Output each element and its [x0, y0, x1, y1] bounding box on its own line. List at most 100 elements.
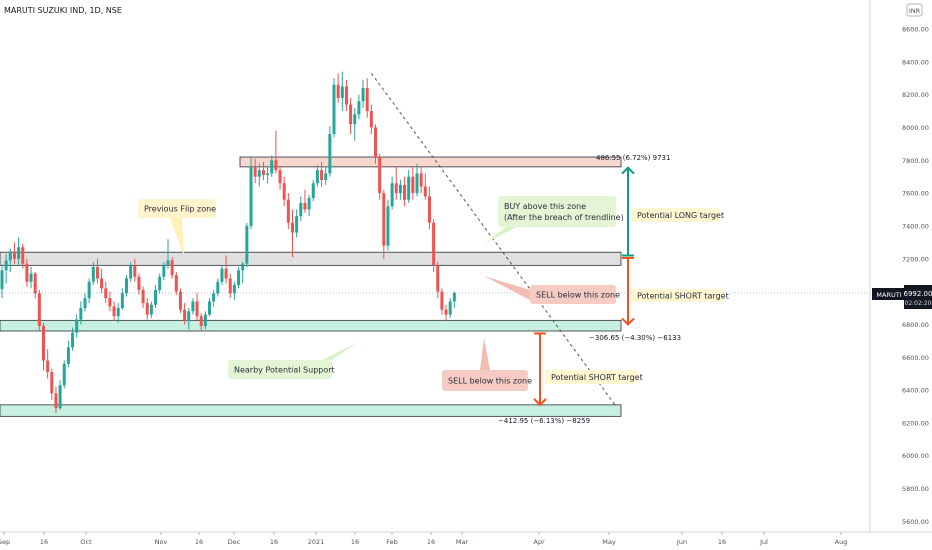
note-sell-below-2[interactable]: SELL below this zone [442, 338, 532, 391]
candle[interactable] [328, 125, 332, 177]
candle[interactable] [120, 288, 124, 310]
note-sell-below-1[interactable]: SELL below this zone [484, 276, 620, 304]
candle[interactable] [95, 258, 99, 284]
candle[interactable] [278, 166, 282, 190]
candle[interactable] [386, 199, 390, 251]
candle[interactable] [199, 312, 203, 331]
candle[interactable] [394, 166, 398, 200]
candle[interactable] [108, 291, 112, 312]
candle[interactable] [58, 380, 62, 410]
candle[interactable] [17, 237, 21, 266]
candle[interactable] [33, 271, 37, 299]
candle[interactable] [299, 196, 303, 222]
label-potential-long-target[interactable]: Potential LONG target [631, 208, 724, 222]
candle[interactable] [320, 161, 324, 187]
note-buy-above[interactable]: BUY above this zone (After the breach of … [484, 196, 624, 244]
candle[interactable] [187, 308, 191, 330]
candle[interactable] [174, 271, 178, 295]
candle[interactable] [432, 219, 436, 272]
candle[interactable] [162, 262, 166, 281]
candle[interactable] [54, 386, 58, 414]
candle[interactable] [232, 281, 236, 300]
candle[interactable] [419, 166, 423, 194]
candle[interactable] [133, 258, 137, 282]
candle[interactable] [46, 349, 50, 379]
candle[interactable] [411, 166, 415, 200]
candle[interactable] [374, 124, 377, 164]
candle[interactable] [448, 298, 452, 318]
candle[interactable] [378, 153, 382, 200]
candle[interactable] [145, 298, 149, 320]
candle[interactable] [398, 179, 402, 200]
candle[interactable] [208, 298, 211, 317]
candle[interactable] [440, 288, 444, 315]
candle[interactable] [382, 189, 386, 259]
candle[interactable] [66, 340, 70, 368]
zone-previous-flip[interactable] [0, 251, 622, 266]
candle[interactable] [315, 165, 319, 187]
candle[interactable] [282, 176, 286, 207]
zone-support-far[interactable] [0, 404, 622, 417]
candle[interactable] [125, 275, 128, 297]
candle[interactable] [21, 244, 25, 269]
candle[interactable] [104, 281, 108, 304]
candle[interactable] [228, 273, 232, 299]
candle[interactable] [286, 193, 290, 230]
candle[interactable] [183, 303, 187, 325]
candle[interactable] [257, 163, 261, 187]
candle[interactable] [340, 71, 344, 112]
candle[interactable] [4, 253, 8, 284]
candle[interactable] [212, 289, 216, 307]
candle[interactable] [253, 158, 257, 184]
candle[interactable] [224, 255, 228, 284]
candle[interactable] [261, 161, 265, 180]
candle[interactable] [116, 303, 120, 323]
candle[interactable] [349, 97, 353, 135]
candle[interactable] [37, 289, 41, 331]
long-target-arrow[interactable] [621, 166, 635, 257]
candle[interactable] [353, 107, 357, 141]
candle[interactable] [216, 278, 220, 297]
note-previous-flip[interactable]: Previous Flip zone [138, 199, 216, 256]
candle[interactable] [100, 268, 104, 294]
candle[interactable] [129, 262, 133, 282]
candle[interactable] [291, 209, 294, 258]
candle[interactable] [407, 170, 411, 203]
candle[interactable] [166, 239, 170, 269]
candle[interactable] [62, 360, 66, 389]
currency-badge[interactable]: INR [906, 3, 923, 17]
candle[interactable] [436, 262, 440, 299]
candle[interactable] [71, 327, 75, 351]
candle[interactable] [178, 288, 182, 313]
zone-support-near[interactable] [0, 319, 622, 332]
candle[interactable] [83, 293, 87, 312]
candle[interactable] [42, 322, 45, 371]
candle[interactable] [390, 176, 394, 210]
candle[interactable] [365, 78, 369, 118]
candle[interactable] [241, 262, 245, 284]
candle[interactable] [112, 301, 116, 322]
candle[interactable] [324, 166, 328, 185]
candle[interactable] [427, 186, 431, 230]
candle[interactable] [245, 222, 249, 267]
candle[interactable] [311, 179, 315, 202]
candle[interactable] [203, 311, 207, 330]
candle[interactable] [237, 266, 241, 289]
candle[interactable] [344, 79, 348, 112]
candle[interactable] [79, 301, 83, 325]
candle[interactable] [369, 104, 373, 135]
candle[interactable] [8, 248, 12, 272]
candle[interactable] [170, 257, 174, 279]
candle[interactable] [0, 264, 4, 299]
candle[interactable] [249, 157, 253, 230]
candle[interactable] [25, 258, 29, 287]
candle[interactable] [220, 265, 224, 286]
candle[interactable] [149, 301, 153, 318]
candle[interactable] [336, 73, 340, 103]
candle[interactable] [295, 209, 299, 238]
short-target-arrow-1[interactable] [621, 256, 635, 326]
label-potential-short-target-2[interactable]: Potential SHORT target [545, 370, 643, 384]
candle[interactable] [332, 78, 336, 138]
note-nearby-support[interactable]: Nearby Potential Support [228, 342, 358, 379]
